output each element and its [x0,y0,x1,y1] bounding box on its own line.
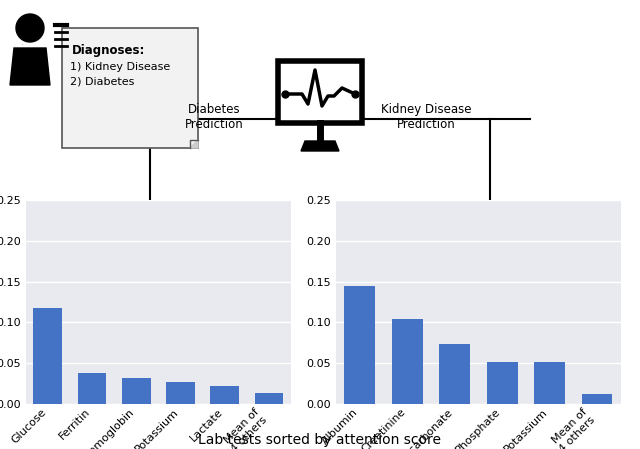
Bar [486,361,518,404]
Text: Kidney Disease
Prediction: Kidney Disease Prediction [381,103,471,131]
Bar [33,308,62,404]
Bar [344,286,375,404]
Polygon shape [16,14,44,42]
Bar [534,361,565,404]
Polygon shape [10,48,50,85]
Text: Diagnoses:: Diagnoses: [72,44,145,57]
Polygon shape [301,141,339,151]
Bar [582,394,612,404]
Polygon shape [190,140,198,148]
Text: ★: ★ [22,44,23,45]
FancyBboxPatch shape [62,28,198,148]
Text: Diabetes
Prediction: Diabetes Prediction [184,103,243,131]
Bar [392,319,422,404]
Bar [77,373,106,404]
Text: 1) Kidney Disease
2) Diabetes: 1) Kidney Disease 2) Diabetes [70,62,170,87]
Bar [166,382,195,404]
Bar [211,386,239,404]
Text: Lab tests sorted by attention score: Lab tests sorted by attention score [198,433,442,447]
Bar [439,344,470,404]
Bar [255,393,284,404]
Bar [122,378,150,404]
FancyBboxPatch shape [278,61,362,123]
